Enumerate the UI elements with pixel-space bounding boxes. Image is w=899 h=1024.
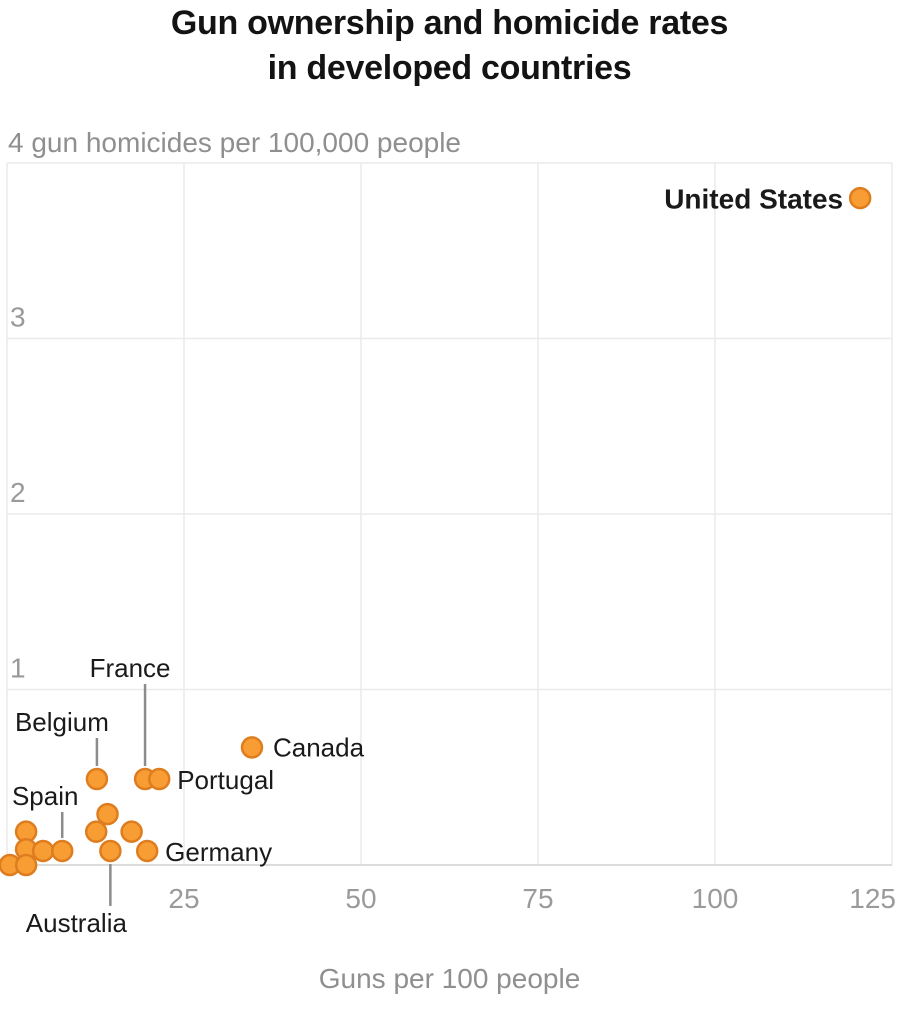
data-point-united-states — [848, 186, 872, 210]
data-point-australia — [99, 839, 122, 863]
country-label-canada: Canada — [273, 732, 365, 762]
y-tick-label: 1 — [10, 653, 26, 684]
data-point — [84, 820, 108, 843]
data-point — [96, 802, 119, 826]
country-label-australia: Australia — [26, 908, 128, 938]
data-point-germany — [135, 839, 159, 863]
data-point-spain — [50, 839, 74, 863]
x-tick-label: 75 — [522, 883, 553, 914]
data-point — [14, 853, 38, 877]
country-label-germany: Germany — [165, 837, 272, 867]
chart-title: Gun ownership and homicide rates in deve… — [0, 1, 899, 91]
country-label-belgium: Belgium — [15, 707, 109, 737]
x-tick-label: 100 — [692, 883, 739, 914]
data-point-portugal — [147, 767, 171, 791]
data-point — [31, 839, 55, 863]
country-label-spain: Spain — [12, 781, 79, 811]
chart-title-line1: Gun ownership and homicide rates — [170, 4, 729, 42]
x-axis-label: Guns per 100 people — [318, 963, 581, 994]
x-tick-label: 50 — [345, 883, 376, 914]
data-point — [120, 820, 143, 843]
x-tick-label: 25 — [168, 883, 199, 914]
y-axis-label: 4 gun homicides per 100,000 people — [8, 127, 462, 158]
chart-title-line2: in developed countries — [267, 49, 632, 87]
y-tick-label: 3 — [10, 302, 26, 333]
y-tick-label: 2 — [10, 477, 26, 508]
x-tick-label: 125 — [849, 883, 896, 914]
country-label-france: France — [90, 653, 171, 683]
data-point-belgium — [85, 767, 109, 791]
data-point-canada — [240, 736, 264, 759]
country-label-portugal: Portugal — [177, 765, 274, 795]
country-label-united-states: United States — [664, 184, 843, 215]
